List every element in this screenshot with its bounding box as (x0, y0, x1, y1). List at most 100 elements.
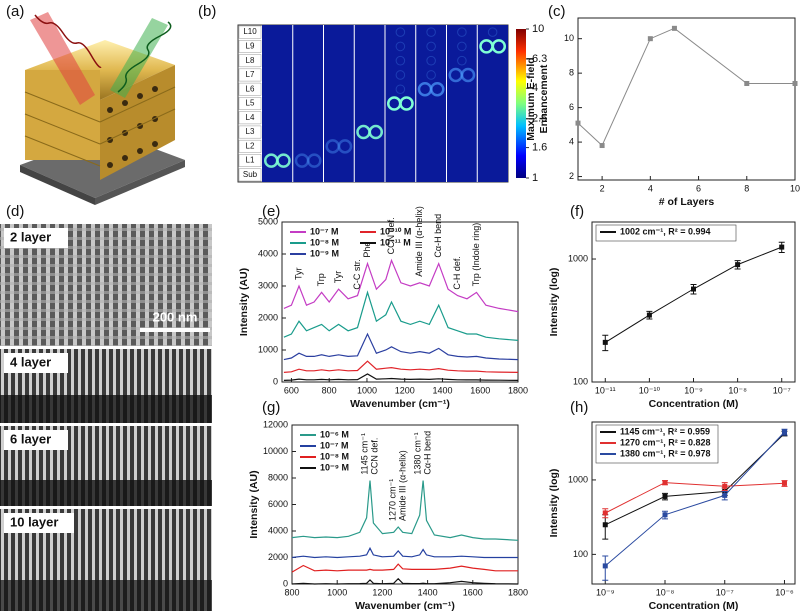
x-tick-label: 8 (744, 183, 749, 193)
field-hotspot (430, 81, 445, 97)
scale-bar (140, 328, 210, 332)
peak-annotation: Tyr (293, 267, 303, 280)
field-hotspot (460, 67, 476, 83)
marker (662, 493, 668, 499)
x-tick-label: 1200 (395, 385, 415, 395)
row-label: L2 (246, 141, 255, 150)
scattered-wave (117, 21, 172, 93)
panel-a: (a) (6, 3, 185, 205)
field-hotspot (426, 41, 436, 52)
incident-wave (34, 14, 102, 68)
series-line (605, 246, 782, 343)
series-line (604, 431, 785, 567)
image-label: 10 layer (10, 514, 58, 529)
legend-label: 1002 cm⁻¹, R² = 0.994 (620, 226, 711, 236)
label-box (4, 513, 74, 533)
label-box (4, 430, 68, 450)
row-label: L4 (246, 113, 255, 122)
series-line (283, 373, 519, 381)
y-tick-label: 4000 (258, 248, 278, 258)
legend-label: 1145 cm⁻¹, R² = 0.959 (620, 426, 710, 436)
y-tick-label: 4000 (268, 525, 288, 535)
peak-annotation: Trp (316, 273, 326, 286)
marker (691, 286, 696, 292)
panel-label: (f) (570, 203, 584, 220)
sem-shadow (0, 480, 212, 506)
panel-d: (d) 2 layer 4 layer 6 layer 10 layer 200… (0, 203, 212, 611)
panel-label: (b) (198, 3, 216, 20)
x-tick-label: 10⁻¹⁰ (639, 385, 661, 395)
marker (575, 120, 581, 126)
x-tick-label: 10⁻¹¹ (595, 385, 616, 395)
marker (602, 522, 608, 528)
series-line (291, 563, 518, 573)
row-label: L9 (246, 42, 255, 51)
colorbar-label: 4 (532, 82, 538, 94)
x-tick-label: 800 (322, 385, 337, 395)
incident-beam (30, 12, 95, 105)
sem-shadow (0, 395, 212, 423)
field-hotspot (399, 96, 414, 111)
row-label-box (238, 154, 262, 167)
field-hotspot (395, 84, 406, 95)
y-tick-label: 6000 (268, 499, 288, 509)
peak-annotation: Phe (362, 242, 372, 258)
row-label-box (238, 168, 262, 182)
field-hotspot (294, 153, 310, 168)
y-axis-label: Intensity (log) (548, 268, 560, 337)
marker (722, 492, 728, 498)
series-line (291, 577, 519, 585)
x-tick-label: 10⁻⁸ (656, 587, 675, 597)
field-hotspot (395, 27, 406, 37)
x-tick-label: 10 (790, 183, 800, 193)
y-tick-label: 0 (283, 578, 288, 588)
y-tick-label: 0 (273, 376, 278, 386)
x-axis-label: Wavenumber (cm⁻¹) (350, 398, 450, 410)
y-tick-label: 1000 (258, 344, 278, 354)
series-line (291, 480, 519, 541)
x-tick-label: 600 (284, 385, 299, 395)
peak-annotation: C-H def. (452, 256, 462, 290)
x-tick-label: 1200 (372, 587, 392, 597)
x-axis-label: Wavenumber (cm⁻¹) (355, 600, 455, 611)
substrate-side (95, 160, 185, 205)
marker (602, 339, 608, 345)
plot-frame (591, 421, 796, 585)
field-hotspot (395, 70, 406, 80)
peak-annotation: CCN def. (369, 438, 379, 475)
row-label-box (238, 68, 262, 82)
field-hotspot (457, 55, 467, 66)
image-label: 4 layer (10, 354, 51, 369)
marker (662, 512, 668, 518)
field-hotspot (426, 55, 436, 66)
series-line (283, 332, 519, 361)
marker (647, 36, 653, 42)
x-tick-label: 10⁻⁸ (728, 385, 747, 395)
panel-label: (a) (6, 3, 24, 20)
field-hotspot (491, 39, 507, 54)
row-label: L1 (246, 156, 255, 165)
y-tick-label: 10000 (263, 446, 288, 456)
legend-label: 10⁻¹¹ M (380, 237, 411, 247)
marker (602, 510, 608, 516)
colorbar-label: 10 (532, 23, 544, 35)
series-line (605, 433, 785, 526)
peak-annotation: CCN def. (386, 217, 396, 254)
y-tick-label: 3000 (258, 280, 278, 290)
field-hotspot (325, 139, 340, 154)
x-tick-label: 1800 (508, 385, 528, 395)
x-tick-label: 1600 (470, 385, 490, 395)
marker (744, 80, 750, 86)
x-tick-label: 10⁻⁹ (684, 385, 703, 395)
row-label-box (238, 97, 262, 110)
legend-label: 10⁻⁹ M (310, 248, 339, 258)
marker (599, 143, 605, 149)
scale-bar-label: 200 nm (153, 309, 198, 324)
panel-label: (h) (570, 399, 588, 416)
field-hotspot (487, 27, 498, 37)
legend-label: 10⁻¹⁰ M (380, 226, 411, 236)
legend-label: 10⁻⁸ M (310, 237, 339, 247)
row-label-box (238, 125, 262, 139)
marker (722, 483, 728, 489)
